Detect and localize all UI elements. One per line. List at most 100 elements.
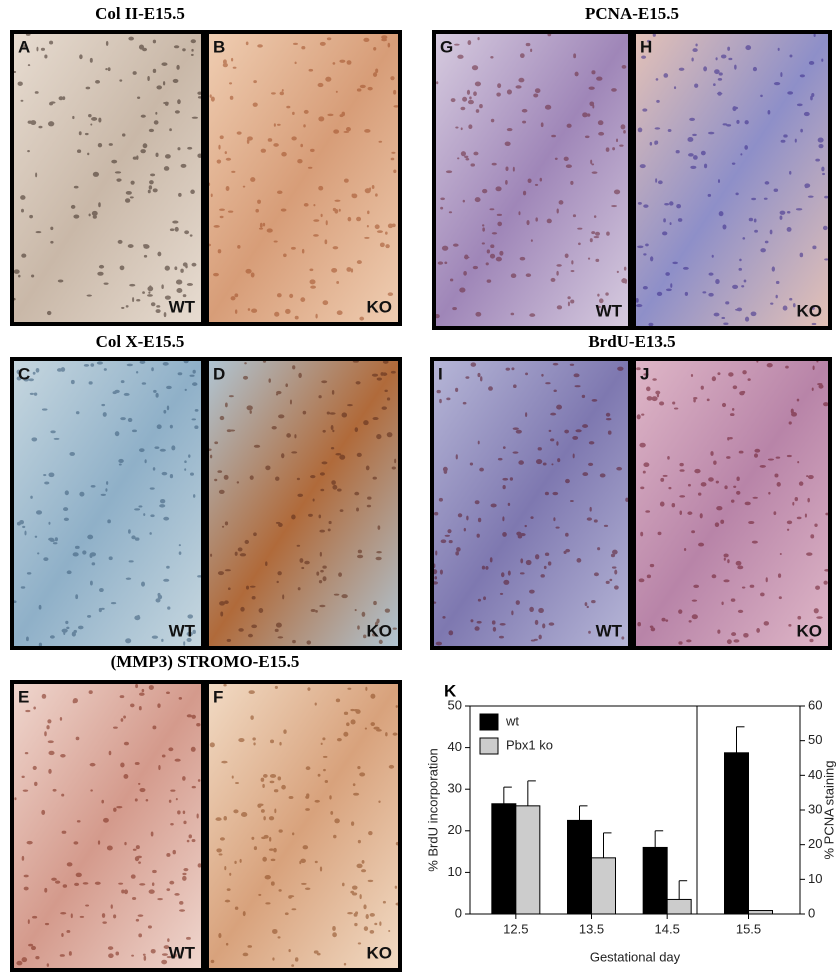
cell: [88, 113, 92, 118]
cell: [88, 213, 91, 217]
cell: [169, 880, 175, 885]
cell: [352, 783, 356, 787]
cell: [231, 170, 236, 173]
cell: [584, 135, 590, 139]
cell: [277, 776, 282, 781]
cell: [20, 208, 24, 213]
cell: [82, 882, 89, 885]
cell: [682, 266, 689, 270]
cell: [779, 552, 782, 556]
cell: [572, 453, 575, 459]
cell: [332, 62, 336, 65]
genotype-label: KO: [797, 621, 823, 640]
cell: [153, 120, 159, 125]
cell: [351, 892, 358, 896]
cell: [49, 102, 54, 106]
cell: [434, 576, 438, 580]
cell: [726, 639, 732, 645]
cell: [591, 599, 596, 604]
cell: [234, 906, 239, 910]
cell: [91, 210, 98, 216]
cell: [246, 405, 253, 411]
cell: [172, 953, 177, 958]
cell: [341, 882, 345, 887]
cell: [386, 432, 393, 438]
cell: [466, 515, 469, 521]
cell: [290, 246, 296, 250]
cell: [735, 192, 739, 196]
cell: [796, 103, 803, 107]
cell: [341, 111, 346, 117]
cell: [163, 945, 170, 949]
cell: [129, 283, 136, 287]
cell: [662, 474, 668, 477]
cell: [672, 401, 676, 405]
cell: [537, 447, 542, 451]
cell: [209, 454, 213, 459]
cell: [111, 159, 118, 164]
cell: [496, 92, 501, 97]
cell: [190, 53, 194, 56]
cell: [459, 287, 466, 293]
cell: [379, 242, 385, 248]
cell: [387, 42, 391, 48]
cell: [191, 785, 196, 789]
cell: [306, 793, 310, 798]
cell: [635, 298, 639, 303]
cell: [353, 708, 359, 712]
cell: [309, 268, 314, 272]
cell: [155, 309, 161, 314]
cell: [102, 817, 109, 823]
cell: [465, 376, 470, 379]
cell: [318, 395, 322, 399]
cell: [322, 300, 329, 306]
cell: [499, 592, 504, 595]
cell: [474, 500, 480, 505]
cell: [277, 571, 282, 576]
cell: [769, 229, 773, 235]
cell: [703, 163, 708, 169]
cell: [279, 741, 282, 746]
cell: [278, 522, 283, 527]
cell: [553, 517, 556, 522]
cell: [44, 54, 48, 59]
cell: [481, 242, 485, 245]
cell: [605, 580, 610, 585]
cell: [660, 477, 665, 482]
cell: [213, 272, 219, 277]
cell: [260, 777, 265, 782]
cell: [152, 68, 157, 74]
cell: [378, 627, 383, 631]
cell: [271, 92, 276, 95]
cell: [350, 708, 355, 712]
cell: [645, 243, 649, 247]
cell: [105, 67, 108, 71]
cell: [502, 477, 509, 481]
cell: [437, 261, 444, 265]
cell: [319, 551, 322, 557]
cell: [391, 466, 396, 470]
cell: [783, 134, 788, 138]
cell: [357, 549, 362, 554]
cell: [357, 625, 360, 630]
cell: [35, 955, 40, 960]
cell: [240, 606, 245, 612]
cell: [727, 559, 730, 564]
cell: [125, 190, 132, 195]
cell: [808, 61, 815, 65]
cell: [128, 36, 134, 41]
cell: [27, 120, 33, 124]
cell: [314, 799, 320, 803]
panel-group-title: (MMP3) STROMO-E15.5: [111, 652, 300, 671]
cell: [270, 739, 275, 744]
cell: [721, 316, 726, 320]
cell: [319, 866, 323, 872]
cell: [538, 607, 544, 614]
cell: [44, 731, 47, 737]
cell: [75, 411, 80, 415]
cell: [735, 560, 742, 566]
cell: [107, 519, 111, 524]
cell: [124, 198, 131, 203]
cell: [120, 417, 126, 421]
cell: [319, 472, 325, 476]
